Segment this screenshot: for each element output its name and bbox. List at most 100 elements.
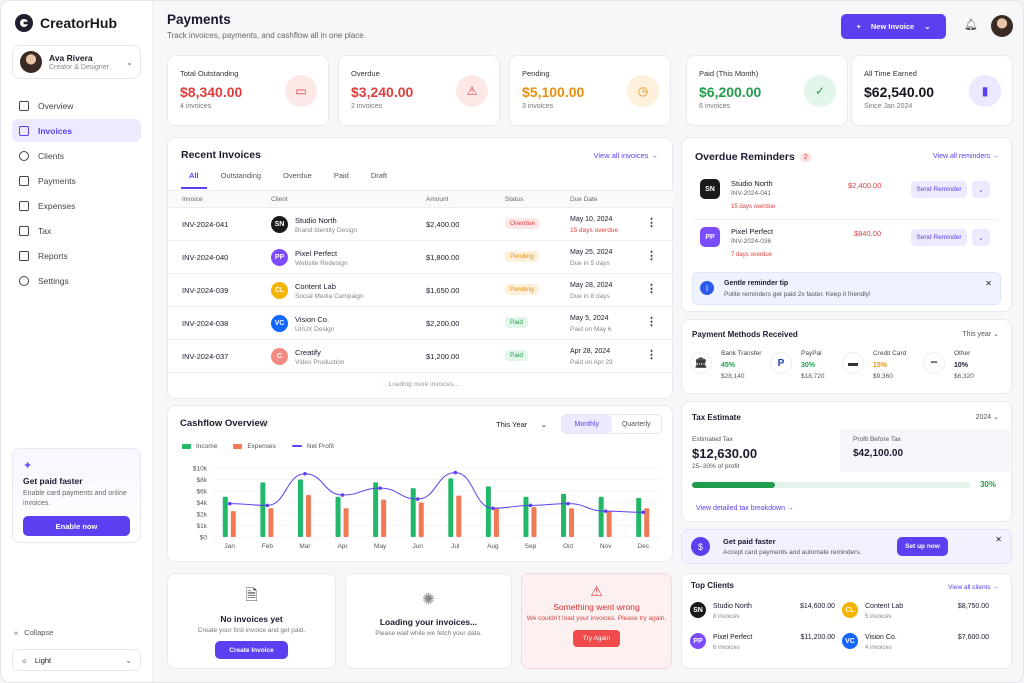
send-reminder-button[interactable]: Send Reminder [911, 181, 967, 198]
overdue-days: 15 days overdue [731, 204, 776, 210]
net-profit-point [603, 509, 608, 513]
income-bar [598, 496, 604, 537]
net-profit-line [229, 472, 644, 513]
more-options-icon[interactable]: ⋮ [646, 316, 657, 328]
set-up-now-button[interactable]: Set up now [897, 537, 948, 556]
sidebar-item-reports[interactable]: Reports [12, 244, 141, 267]
loading-title: Loading your invoices... [379, 617, 478, 627]
net-profit-point [491, 506, 495, 511]
status-badge: Paid [505, 350, 529, 361]
stat-value: $3,240.00 [351, 84, 414, 100]
view-all-clients-link[interactable]: View all clients → [948, 584, 999, 591]
tax-breakdown-link[interactable]: View detailed tax breakdown → [696, 505, 794, 512]
chevron-down-icon[interactable]: ⌄ [972, 181, 990, 198]
brand-name: CreatorHub [40, 15, 118, 31]
period-select[interactable]: This Year ⌄ [488, 415, 553, 433]
theme-label: Light [34, 655, 52, 665]
main-content: Payments Track invoices, payments, and c… [153, 1, 1023, 682]
expense-bar [305, 495, 311, 537]
new-invoice-button[interactable]: + New Invoice ⌄ [841, 14, 946, 39]
sidebar-item-overview[interactable]: Overview [12, 94, 141, 117]
more-options-icon[interactable]: ⋮ [646, 217, 657, 229]
chevron-down-icon: ⌄ [125, 655, 132, 665]
bell-icon[interactable]: 🔔︎ [964, 19, 978, 31]
payment-period-select[interactable]: This year ⌄ [962, 330, 999, 338]
column-header: Due Date [570, 196, 598, 203]
info-icon: i [700, 281, 714, 295]
collapse-button[interactable]: « Collapse [14, 628, 53, 637]
bar-chart-icon: ▮ [969, 75, 1001, 107]
tab-outstanding[interactable]: Outstanding [220, 171, 262, 180]
table-row[interactable]: INV-2024-040 PP Pixel Perfect Website Redes… [168, 241, 673, 274]
sidebar-item-payments[interactable]: Payments [12, 169, 141, 192]
more-options-icon[interactable]: ⋮ [646, 349, 657, 361]
more-options-icon[interactable]: ⋮ [646, 250, 657, 262]
tab-all[interactable]: All [181, 171, 207, 189]
income-bar [297, 479, 303, 537]
invoice-amount: $1,650.00 [426, 286, 460, 295]
chevron-down-icon[interactable]: ⌄ [972, 229, 990, 246]
legend-label: Income [196, 443, 218, 450]
more-options-icon[interactable]: ⋮ [646, 283, 657, 295]
loading-more-text: Loading more invoices... [388, 381, 460, 388]
view-all-reminders-link[interactable]: View all reminders → [932, 153, 999, 160]
expense-bar [531, 507, 537, 537]
warning-icon: ⚠ [456, 75, 488, 107]
tab-draft[interactable]: Draft [370, 171, 388, 180]
close-icon[interactable]: ✕ [985, 279, 992, 288]
table-row[interactable]: INV-2024-038 VC Vision Co. UI/UX Design $2,2… [168, 307, 673, 340]
try-again-button[interactable]: Try Again [573, 630, 620, 647]
sidebar-promo: ✦ Get paid faster Enable card payments a… [12, 448, 141, 543]
top-client-item[interactable]: SN Studio North 8 invoices $14,600.00 [690, 600, 835, 628]
quarterly-toggle[interactable]: Quarterly [621, 420, 651, 428]
sidebar-item-clients[interactable]: Clients [12, 144, 141, 167]
stat-sub: 2 invoices [351, 103, 383, 110]
table-row[interactable]: INV-2024-037 C Creatify Video Production $1,… [168, 340, 673, 373]
chevron-down-icon: ⌄ [993, 414, 999, 421]
payment-method-paypal: P PayPal 30% $18,720 [770, 350, 845, 386]
client-name: Creatify [295, 348, 321, 357]
enable-now-button[interactable]: Enable now [23, 516, 130, 536]
top-client-item[interactable]: CL Content Lab 5 invoices $8,750.00 [842, 600, 989, 628]
income-bar [260, 482, 266, 537]
theme-select[interactable]: ☼ Light ⌄ [12, 649, 141, 671]
tax-year-select[interactable]: 2024 ⌄ [976, 413, 999, 421]
sidebar-item-expenses[interactable]: Expenses [12, 194, 141, 217]
empty-state-card: 🗎 No invoices yet Create your first invo… [167, 573, 336, 669]
client-name: Studio North [713, 603, 752, 610]
reminder-item: SN Studio North INV-2024-041 15 days overdu… [692, 174, 999, 220]
table-row[interactable]: INV-2024-041 SN Studio North Brand Identity… [168, 208, 673, 241]
payment-method-bank-transfer: 🏛︎ Bank Transfer 45% $28,140 [690, 350, 765, 386]
spinner-icon: ◌ [382, 381, 389, 388]
info-icon[interactable]: ⓘ [260, 419, 268, 428]
tab-overdue[interactable]: Overdue [283, 171, 312, 180]
legend-swatch [233, 443, 243, 449]
client-avatar: PP [690, 633, 706, 649]
top-client-item[interactable]: VC Vision Co. 4 invoices $7,600.00 [842, 631, 989, 659]
monthly-toggle[interactable]: Monthly [562, 415, 612, 433]
create-invoice-button[interactable]: Create Invoice [215, 641, 288, 659]
table-row[interactable]: INV-2024-039 CL Content Lab Social Media Ca… [168, 274, 673, 307]
empty-sub: Create your first invoice and get paid. [197, 627, 306, 634]
due-note: Due in 5 days [570, 260, 610, 267]
client-avatar: VC [271, 315, 288, 332]
page-title: Payments [167, 12, 231, 27]
avatar[interactable] [991, 15, 1013, 37]
sidebar-nav: Overview Invoices Clients Payments Expenses T… [12, 94, 141, 294]
due-note: Paid on Apr 29 [570, 359, 613, 366]
top-client-item[interactable]: PP Pixel Perfect 6 invoices $11,200.00 [690, 631, 835, 659]
overdue-days: 7 days overdue [731, 252, 773, 258]
invoice-amount: $1,800.00 [426, 253, 460, 262]
close-icon[interactable]: ✕ [995, 535, 1002, 544]
sidebar-item-label: Settings [38, 275, 69, 286]
send-reminder-button[interactable]: Send Reminder [911, 229, 967, 246]
view-all-invoices-link[interactable]: View all invoices → [593, 151, 658, 160]
expense-bar [606, 511, 612, 537]
sidebar-item-settings[interactable]: Settings [12, 269, 141, 292]
user-menu[interactable]: Ava Rivera Creator & Designer ⌄ [12, 45, 141, 79]
tab-paid[interactable]: Paid [333, 171, 349, 180]
sidebar-item-tax[interactable]: Tax [12, 219, 141, 242]
sidebar-item-invoices[interactable]: Invoices [12, 119, 141, 142]
brand-logo[interactable]: CreatorHub [15, 14, 117, 32]
avatar [20, 51, 42, 73]
